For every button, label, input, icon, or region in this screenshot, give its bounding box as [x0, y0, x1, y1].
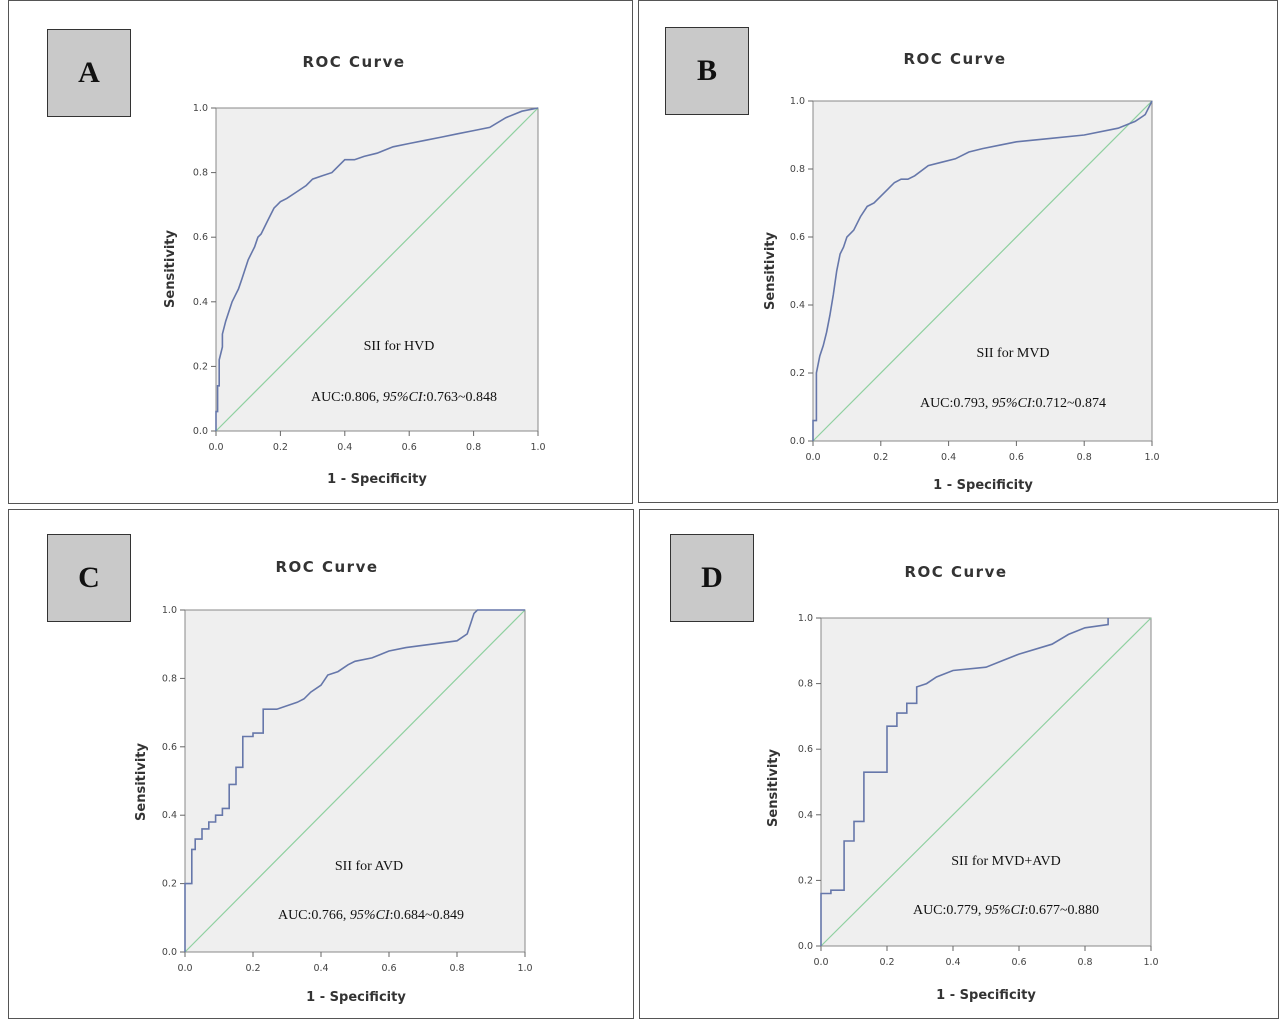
y-tick-label: 0.0 — [790, 436, 805, 447]
x-tick-label: 0.2 — [245, 963, 260, 974]
y-axis-label: Sensitivity — [134, 743, 149, 821]
y-tick-label: 1.0 — [798, 613, 813, 624]
reference-line — [215, 107, 539, 432]
y-tick-label: 0.6 — [798, 744, 813, 755]
x-tick-label: 0.0 — [208, 442, 223, 453]
panel-letter-a: A — [47, 29, 131, 117]
annotation-label: SII for MVD — [976, 346, 1049, 361]
roc-curve — [820, 618, 1109, 946]
x-tick-label: 0.0 — [805, 452, 820, 463]
panel-d: ROC Curve 0.0 0.2 0.4 0.6 0.8 1.0 0.0 0.2 0.4 0.6… — [639, 509, 1279, 1019]
x-axis-label: 1 - Specificity — [327, 472, 427, 487]
y-tick-label: 1.0 — [193, 103, 208, 114]
chart-title: ROC Curve — [904, 563, 1007, 581]
chart-d-svg: ROC Curve 0.0 0.2 0.4 0.6 0.8 1.0 0.0 0.2 0.4 0.6… — [766, 563, 1159, 1003]
x-tick-label: 1.0 — [530, 442, 545, 453]
y-tick-label: 0.0 — [798, 941, 813, 952]
x-tick-label: 1.0 — [1143, 957, 1158, 968]
x-tick-label: 0.4 — [313, 963, 328, 974]
y-tick-label: 0.8 — [790, 164, 805, 175]
panel-letter-d: D — [670, 534, 754, 622]
chart-title: ROC Curve — [302, 53, 405, 71]
annotation-label: SII for MVD+AVD — [951, 854, 1061, 869]
x-tick-label: 1.0 — [1144, 452, 1159, 463]
panel-letter-c: C — [47, 534, 131, 622]
x-axis-label: 1 - Specificity — [936, 988, 1036, 1003]
y-tick-label: 0.8 — [162, 673, 177, 684]
y-axis-label: Sensitivity — [163, 230, 178, 308]
annotation-label: SII for HVD — [364, 339, 435, 354]
chart-title: ROC Curve — [275, 558, 378, 576]
y-tick-label: 0.0 — [162, 947, 177, 958]
roc-curve — [184, 609, 525, 952]
auc-label: AUC:0.806, 95%CI:0.763~0.848 — [311, 390, 497, 405]
y-tick-label: 0.8 — [193, 168, 208, 179]
auc-label: AUC:0.793, 95%CI:0.712~0.874 — [920, 396, 1106, 411]
y-tick-label: 0.2 — [193, 361, 208, 372]
y-tick-label: 0.4 — [790, 300, 805, 311]
reference-line — [820, 617, 1152, 947]
y-tick-label: 0.6 — [193, 232, 208, 243]
y-tick-label: 1.0 — [790, 96, 805, 107]
y-tick-label: 0.2 — [790, 368, 805, 379]
y-tick-label: 0.4 — [798, 810, 813, 821]
x-tick-label: 0.4 — [945, 957, 960, 968]
reference-line — [812, 100, 1153, 442]
panel-letter-b: B — [665, 27, 749, 115]
x-tick-label: 0.4 — [337, 442, 352, 453]
auc-label: AUC:0.766, 95%CI:0.684~0.849 — [278, 908, 464, 923]
x-tick-label: 0.6 — [1009, 452, 1024, 463]
y-tick-label: 0.4 — [193, 297, 208, 308]
x-tick-label: 0.6 — [402, 442, 417, 453]
x-tick-label: 0.8 — [1077, 452, 1092, 463]
auc-label: AUC:0.779, 95%CI:0.677~0.880 — [913, 903, 1099, 918]
x-axis-label: 1 - Specificity — [306, 990, 406, 1005]
y-tick-label: 0.8 — [798, 679, 813, 690]
panel-c: ROC Curve 0.0 0.2 0.4 0.6 0.8 1.0 0.0 0.2 0.4 0.6… — [8, 509, 634, 1019]
y-tick-label: 0.6 — [162, 742, 177, 753]
x-tick-label: 0.2 — [273, 442, 288, 453]
y-tick-label: 1.0 — [162, 605, 177, 616]
y-axis-label: Sensitivity — [766, 749, 781, 827]
x-tick-label: 0.6 — [381, 963, 396, 974]
panel-a: ROC Curve 0.0 0.2 0.4 0.6 0.8 1.0 0.0 0.2 0.4 0.6… — [8, 0, 633, 504]
x-tick-label: 1.0 — [517, 963, 532, 974]
x-tick-label: 0.0 — [177, 963, 192, 974]
reference-line — [184, 609, 526, 953]
roc-curve — [812, 100, 1153, 441]
panel-b: ROC Curve 0.0 0.2 0.4 0.6 0.8 1.0 0.0 0.2 0.4 0.6… — [638, 0, 1278, 503]
x-tick-label: 0.8 — [466, 442, 481, 453]
x-tick-label: 0.2 — [873, 452, 888, 463]
x-tick-label: 0.0 — [813, 957, 828, 968]
y-tick-label: 0.0 — [193, 426, 208, 437]
y-axis-label: Sensitivity — [763, 232, 778, 310]
y-tick-label: 0.4 — [162, 810, 177, 821]
x-tick-label: 0.8 — [1077, 957, 1092, 968]
chart-c-svg: ROC Curve 0.0 0.2 0.4 0.6 0.8 1.0 0.0 0.2 0.4 0.6… — [134, 558, 533, 1005]
x-tick-label: 0.4 — [941, 452, 956, 463]
chart-b-svg: ROC Curve 0.0 0.2 0.4 0.6 0.8 1.0 0.0 0.2 0.4 0.6… — [763, 50, 1160, 493]
x-axis-label: 1 - Specificity — [933, 478, 1033, 493]
annotation-label: SII for AVD — [335, 859, 403, 874]
y-tick-label: 0.6 — [790, 232, 805, 243]
chart-a-svg: ROC Curve 0.0 0.2 0.4 0.6 0.8 1.0 0.0 0.2 0.4 0.6… — [163, 53, 546, 487]
roc-curve — [215, 107, 539, 431]
x-tick-label: 0.6 — [1011, 957, 1026, 968]
y-tick-label: 0.2 — [162, 879, 177, 890]
x-tick-label: 0.2 — [879, 957, 894, 968]
x-tick-label: 0.8 — [449, 963, 464, 974]
chart-title: ROC Curve — [903, 50, 1006, 68]
y-tick-label: 0.2 — [798, 875, 813, 886]
